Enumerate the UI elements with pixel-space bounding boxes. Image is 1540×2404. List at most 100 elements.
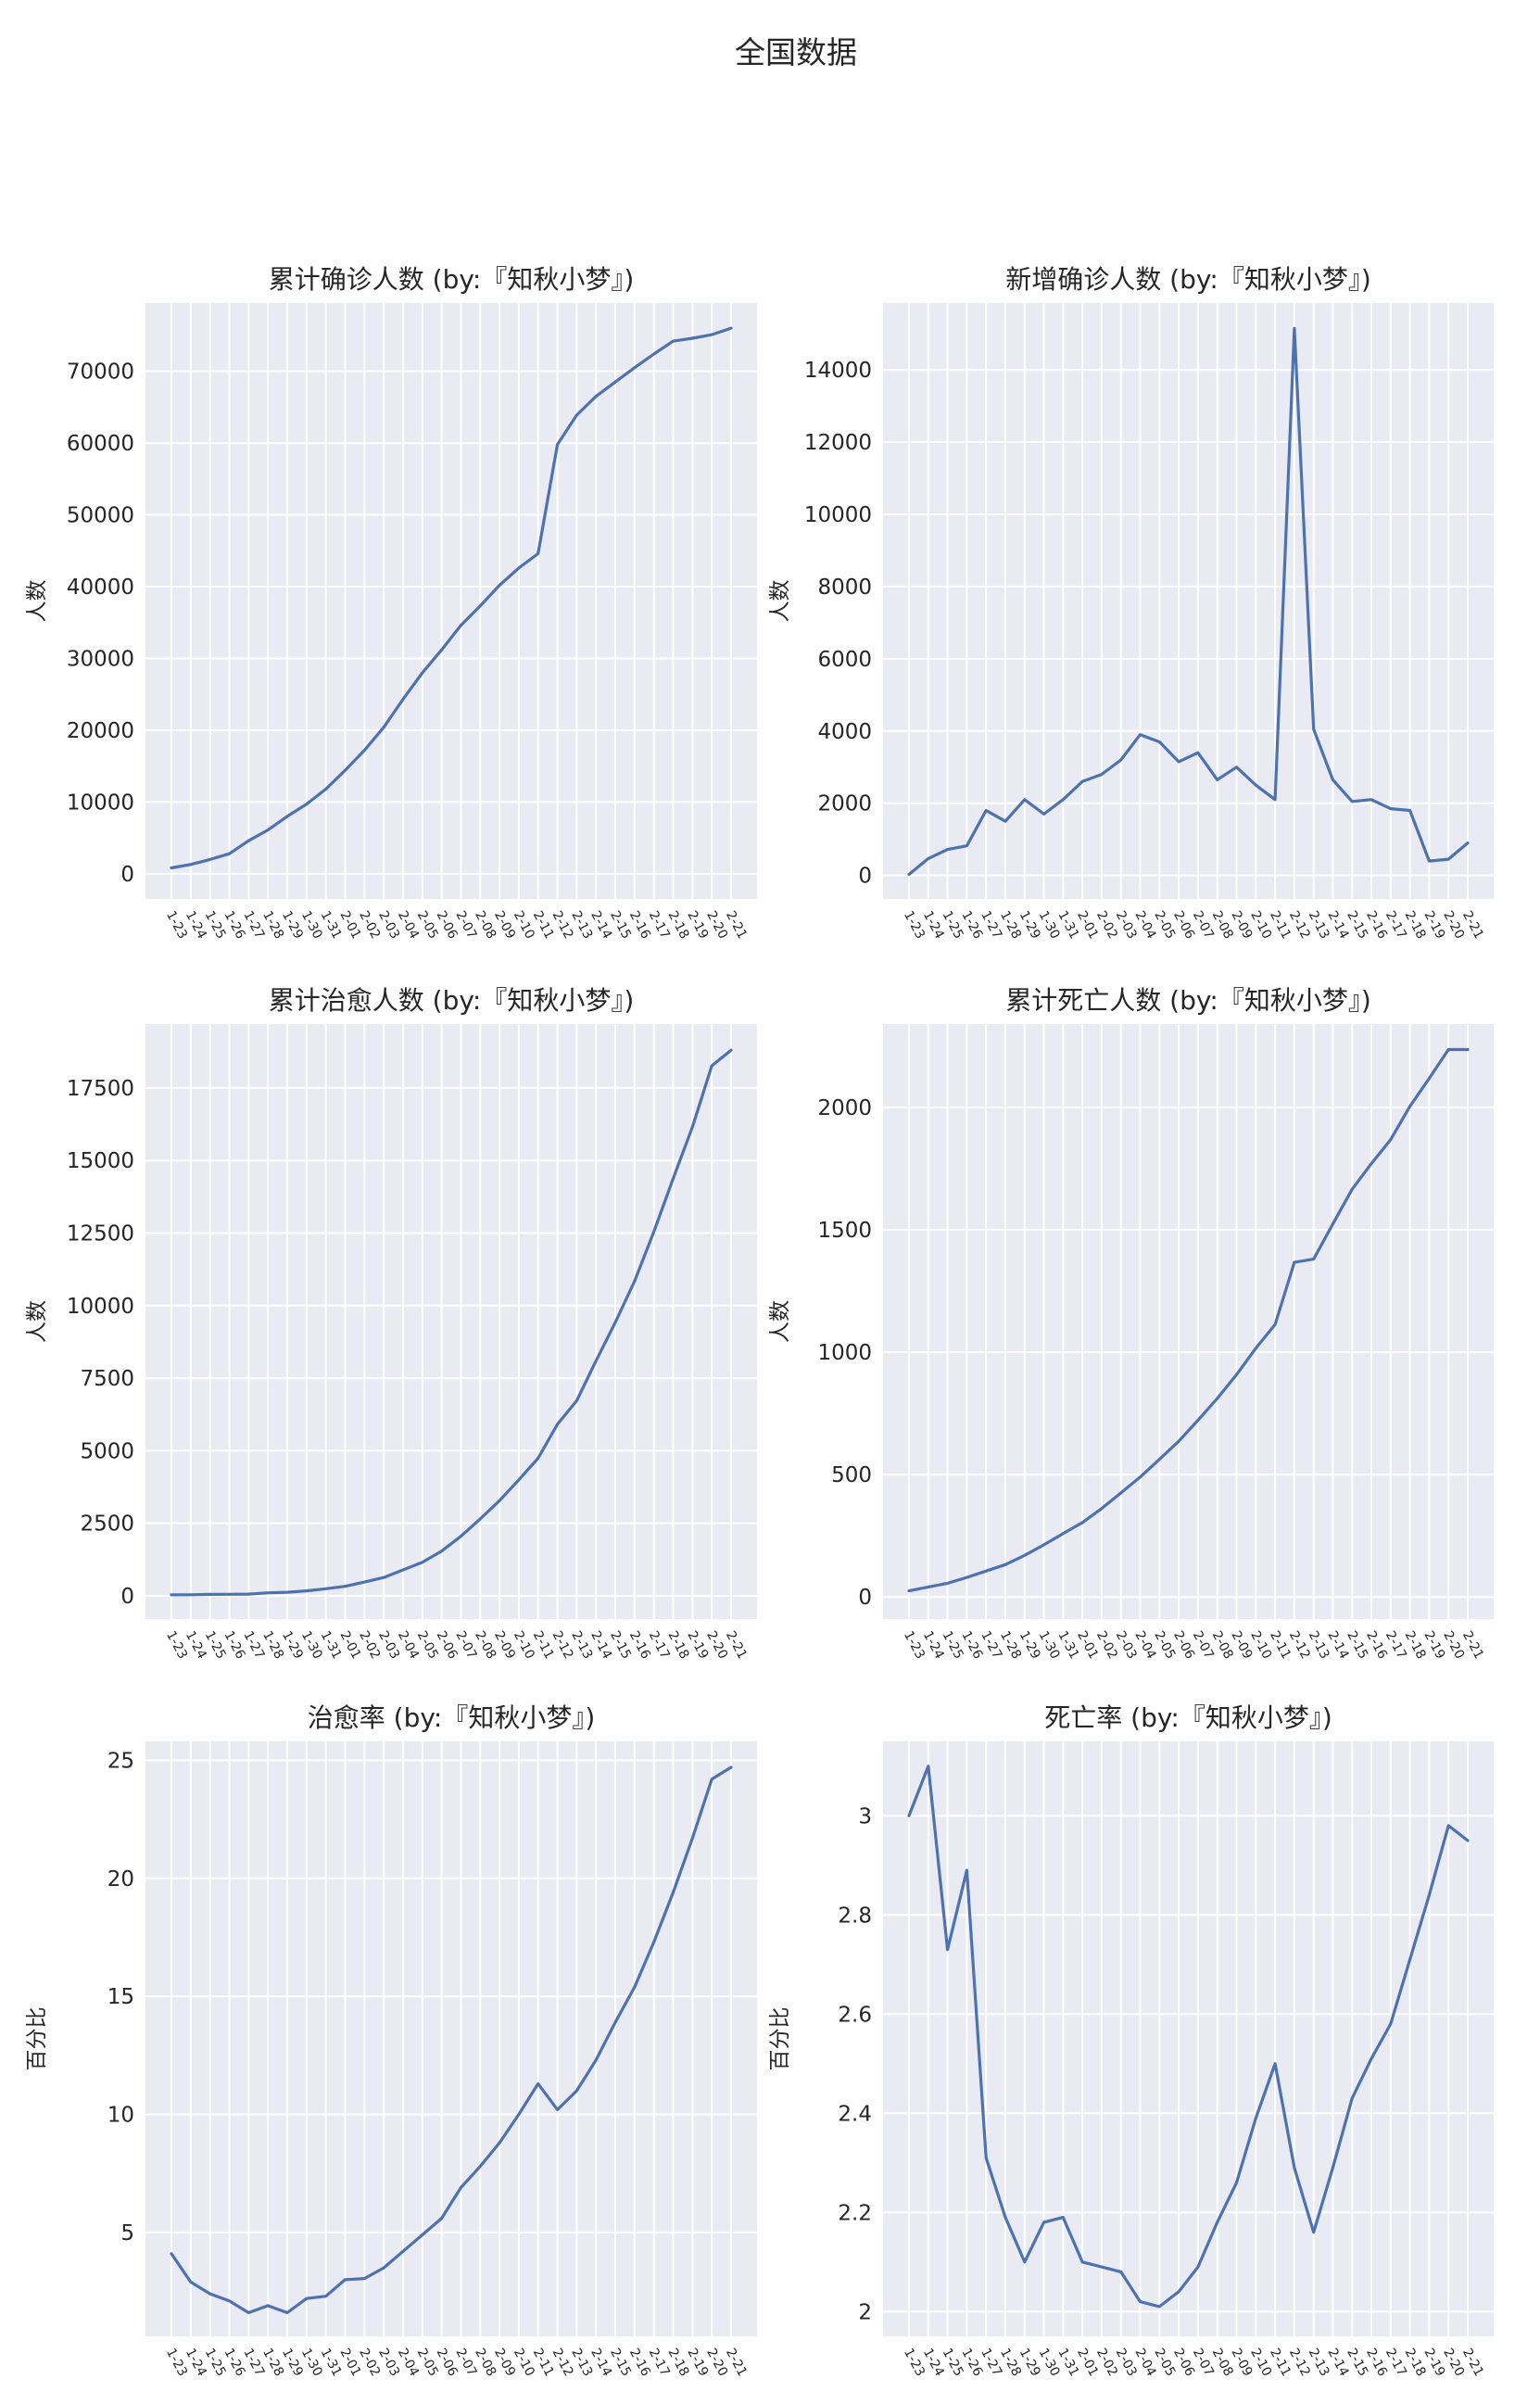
data-point <box>983 2155 989 2160</box>
data-point <box>1215 1396 1220 1401</box>
x-tick-label: 2-21 <box>1459 2346 1486 2379</box>
data-point <box>1426 1892 1432 1898</box>
data-point <box>1079 1520 1085 1525</box>
data-point <box>651 1229 657 1234</box>
series-line <box>170 1048 733 1597</box>
plot-area <box>883 1024 1494 1619</box>
series-line <box>170 326 733 870</box>
plot-area <box>145 1741 757 2336</box>
data-point <box>188 862 194 867</box>
data-point <box>1369 797 1374 803</box>
data-point <box>1041 2220 1047 2225</box>
data-point <box>1041 811 1047 816</box>
data-point <box>1253 1346 1258 1351</box>
data-point <box>926 1764 931 1769</box>
data-point <box>1060 2215 1066 2221</box>
data-point <box>227 1591 233 1597</box>
chart-title: 死亡率 (by:『知秋小梦』) <box>1044 1702 1332 1733</box>
data-point <box>632 1984 637 1990</box>
data-point <box>1426 858 1432 864</box>
data-point <box>1118 2269 1124 2274</box>
data-point <box>439 2216 445 2221</box>
series-line <box>907 326 1470 877</box>
data-point <box>420 1560 425 1565</box>
chart-title: 治愈率 (by:『知秋小梦』) <box>308 1702 596 1733</box>
y-axis-label: 人数 <box>768 1300 792 1343</box>
data-point <box>709 332 714 337</box>
data-point <box>1215 2220 1220 2225</box>
data-point <box>420 670 425 676</box>
data-point <box>284 814 290 819</box>
y-tick-label: 15 <box>107 1985 134 2009</box>
y-tick-label: 30000 <box>67 647 134 671</box>
data-point <box>1003 1562 1008 1567</box>
y-tick-label: 2500 <box>80 1512 134 1537</box>
y-tick-label: 2 <box>858 2300 872 2324</box>
y-tick-label: 14000 <box>804 359 872 383</box>
data-point <box>1445 1047 1451 1053</box>
data-point <box>1330 777 1335 782</box>
y-tick-label: 1500 <box>817 1219 872 1243</box>
data-point <box>477 603 483 609</box>
y-tick-label: 10000 <box>67 791 134 815</box>
data-point <box>906 1813 912 1818</box>
data-point <box>612 1320 618 1325</box>
data-point <box>1369 1161 1374 1167</box>
data-point <box>361 1579 367 1585</box>
data-point <box>574 1398 579 1403</box>
chart-title: 累计治愈人数 (by:『知秋小梦』) <box>269 985 635 1016</box>
data-point <box>1176 2289 1181 2295</box>
data-point <box>265 828 271 833</box>
x-tick-label: 2-21 <box>723 1628 750 1662</box>
x-tick-label: 2-21 <box>1459 1628 1486 1662</box>
data-point <box>1272 797 1278 803</box>
y-tick-label: 60000 <box>67 432 134 456</box>
y-axis-label: 人数 <box>768 580 792 623</box>
data-point <box>497 583 502 588</box>
data-point <box>926 1584 931 1589</box>
data-point <box>323 787 329 792</box>
data-point <box>1292 2165 1297 2170</box>
y-tick-label: 40000 <box>67 576 134 600</box>
data-point <box>651 1940 657 1945</box>
data-point <box>381 1575 386 1580</box>
data-point <box>1253 2116 1258 2121</box>
data-point <box>612 379 618 385</box>
data-point <box>1292 325 1297 331</box>
series-line <box>907 1765 1470 2309</box>
data-point <box>1022 2259 1028 2265</box>
y-axis-label: 百分比 <box>768 2007 792 2071</box>
data-point <box>458 623 463 628</box>
data-point <box>1388 806 1394 812</box>
data-point <box>728 1765 734 1770</box>
y-tick-label: 2000 <box>817 792 872 816</box>
data-point <box>574 2088 579 2094</box>
data-point <box>246 2310 251 2316</box>
data-point <box>632 365 637 371</box>
data-point <box>1195 2264 1201 2270</box>
data-point <box>983 1568 989 1574</box>
y-tick-label: 25 <box>107 1749 134 1773</box>
plot-area <box>883 1741 1494 2336</box>
data-point <box>1349 1186 1355 1192</box>
data-point <box>227 2298 233 2304</box>
data-point <box>516 2112 522 2118</box>
data-point <box>1445 1823 1451 1828</box>
data-point <box>983 808 989 814</box>
data-point <box>1156 740 1162 745</box>
y-tick-label: 10000 <box>804 503 872 527</box>
y-tick-label: 8000 <box>817 576 872 600</box>
chart-panel-5: 5101520251-231-241-251-261-271-281-291-3… <box>25 1702 757 2379</box>
data-point <box>516 1477 522 1483</box>
data-point <box>1022 1552 1028 1558</box>
data-point <box>1118 1490 1124 1496</box>
y-axis-label: 人数 <box>25 1300 49 1343</box>
data-point <box>1138 732 1143 738</box>
data-point <box>1311 1257 1317 1262</box>
data-point <box>1079 2259 1085 2265</box>
y-tick-label: 2.6 <box>838 2003 872 2027</box>
data-point <box>208 1591 213 1597</box>
data-point <box>1138 2299 1143 2305</box>
data-point <box>1272 2061 1278 2067</box>
